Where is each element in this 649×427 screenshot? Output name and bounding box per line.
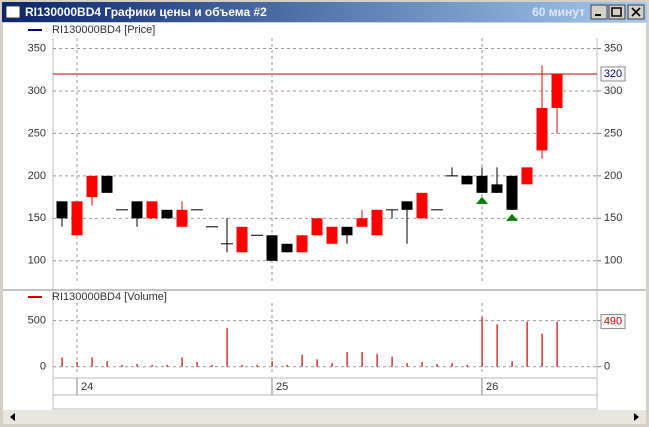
- volume-bar: [421, 362, 423, 367]
- y-tick-label: 200: [28, 170, 46, 182]
- candle-body: [131, 201, 143, 219]
- volume-bar: [511, 361, 513, 367]
- y-tick-label: 300: [28, 85, 46, 97]
- timeframe: 60 минут: [532, 5, 585, 19]
- volume-bar: [136, 363, 138, 367]
- candle-body: [521, 167, 533, 185]
- y-tick-label: 500: [28, 315, 46, 327]
- volume-bar: [436, 363, 438, 367]
- volume-bar: [151, 364, 153, 367]
- candle-body: [296, 235, 308, 253]
- candle-body: [56, 201, 68, 219]
- candle-body: [416, 192, 428, 219]
- volume-bar: [526, 321, 528, 367]
- volume-bar: [466, 364, 468, 367]
- y-tick-label-right: 250: [604, 127, 622, 139]
- legend-label: RI130000BD4 [Price]: [52, 24, 155, 36]
- y-tick-label-right: 300: [604, 85, 622, 97]
- volume-bar: [406, 363, 408, 367]
- x-tick-label: 26: [486, 381, 498, 393]
- volume-bar: [376, 353, 378, 367]
- volume-bar: [331, 363, 333, 367]
- candle-body: [266, 235, 278, 261]
- icon: [611, 7, 622, 17]
- y-tick-label: 150: [28, 212, 46, 224]
- y-tick-label-right: 350: [604, 42, 622, 54]
- candle-body: [551, 73, 563, 108]
- y-tick-label-right: 150: [604, 212, 622, 224]
- volume-bar: [256, 364, 258, 367]
- volume-bar: [211, 364, 213, 367]
- volume-bar: [271, 361, 273, 367]
- volume-bar: [496, 324, 498, 367]
- scrollbar[interactable]: [3, 410, 646, 424]
- candle-body: [536, 107, 548, 151]
- volume-bar: [556, 321, 558, 367]
- x-tick-label: 24: [81, 381, 93, 393]
- candle-body: [146, 201, 158, 219]
- date-axis-row: [52, 394, 598, 410]
- candle-body: [461, 175, 473, 185]
- candle-body: [506, 175, 518, 210]
- volume-bar: [106, 361, 108, 367]
- y-tick-label-right: 100: [604, 255, 622, 267]
- signal-marker: [476, 196, 488, 204]
- x-tick-label: 25: [276, 381, 288, 393]
- y-tick-label: 100: [28, 255, 46, 267]
- y-tick-label-right: 200: [604, 170, 622, 182]
- candle-body: [161, 209, 173, 219]
- candle-body: [86, 175, 98, 198]
- y-tick-label: 250: [28, 127, 46, 139]
- volume-bar: [361, 351, 363, 367]
- window-buttons[interactable]: [590, 4, 645, 20]
- volume-bar: [226, 328, 228, 367]
- chart-area: [3, 23, 646, 410]
- window-icon: [5, 5, 21, 19]
- candle-body: [371, 209, 383, 236]
- candle-body: [71, 201, 83, 236]
- candle-body: [341, 226, 353, 236]
- signal-marker: [506, 213, 518, 221]
- volume-bar: [391, 356, 393, 367]
- candle-body: [176, 209, 188, 227]
- candle-body: [491, 184, 503, 193]
- candle-body: [401, 201, 413, 210]
- y-tick-label: 0: [40, 361, 46, 373]
- title-bar: [2, 2, 647, 22]
- volume-bar: [196, 362, 198, 367]
- candle-body: [326, 226, 338, 244]
- volume-bar: [481, 316, 483, 367]
- volume-bar: [241, 364, 243, 367]
- last-price-box: [600, 66, 626, 82]
- volume-bar: [301, 354, 303, 367]
- candle-body: [101, 175, 113, 193]
- last-volume-label: 490: [604, 315, 622, 327]
- candle-body: [356, 218, 368, 227]
- volume-bar: [541, 333, 543, 367]
- legend-label: RI130000BD4 [Volume]: [52, 291, 167, 303]
- window-title: RI130000BD4 Графики цены и объема #2: [25, 5, 267, 19]
- volume-bar: [451, 363, 453, 367]
- volume-bar: [166, 364, 168, 367]
- candle-body: [236, 226, 248, 253]
- volume-bar: [181, 357, 183, 367]
- candle-body: [281, 243, 293, 253]
- volume-bar: [121, 364, 123, 367]
- icon: [631, 7, 641, 17]
- volume-bar: [91, 357, 93, 367]
- volume-bar: [286, 364, 288, 367]
- candle-body: [476, 175, 488, 193]
- minimize-button[interactable]: [590, 4, 608, 20]
- y-tick-label: 350: [28, 42, 46, 54]
- last-volume-box: [600, 314, 626, 330]
- y-tick-label-right: 0: [604, 361, 610, 373]
- volume-bar: [316, 359, 318, 367]
- last-price-label: 320: [604, 68, 622, 80]
- volume-bar: [346, 351, 348, 367]
- date-axis: [52, 377, 598, 396]
- volume-bar: [76, 362, 78, 367]
- volume-bar: [61, 357, 63, 367]
- candle-body: [311, 218, 323, 236]
